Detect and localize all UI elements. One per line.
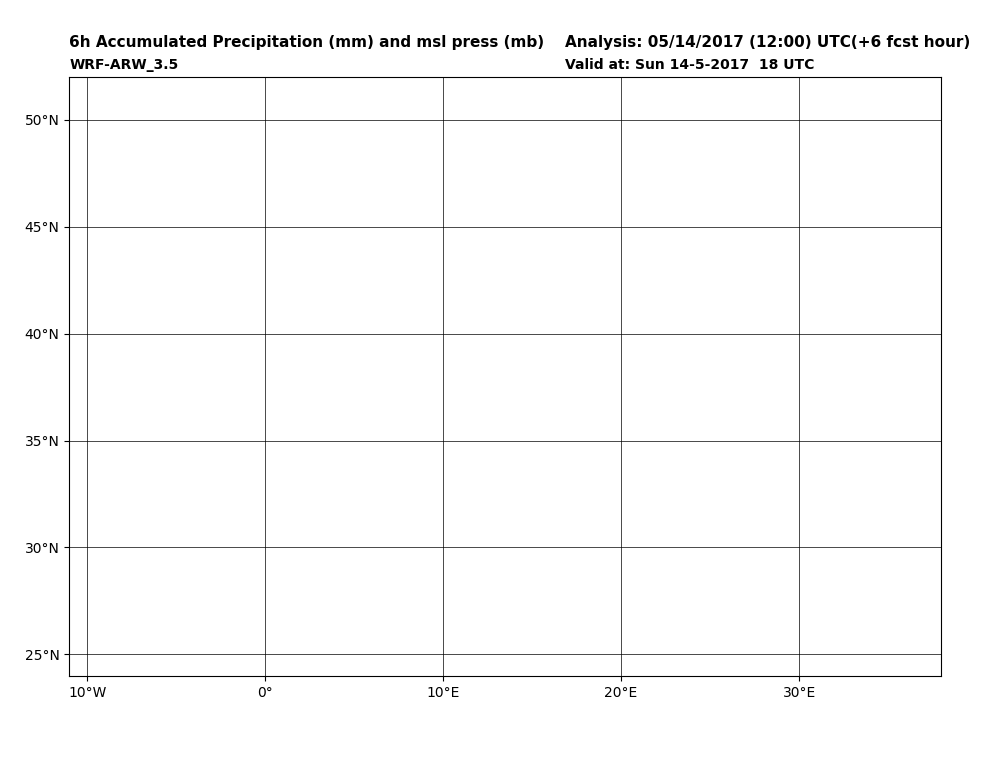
- Text: Valid at: Sun 14-5-2017  18 UTC: Valid at: Sun 14-5-2017 18 UTC: [565, 58, 815, 71]
- Text: WRF-ARW_3.5: WRF-ARW_3.5: [69, 58, 178, 71]
- Text: Analysis: 05/14/2017 (12:00) UTC(+6 fcst hour): Analysis: 05/14/2017 (12:00) UTC(+6 fcst…: [565, 35, 970, 50]
- Text: 6h Accumulated Precipitation (mm) and msl press (mb): 6h Accumulated Precipitation (mm) and ms…: [69, 35, 544, 50]
